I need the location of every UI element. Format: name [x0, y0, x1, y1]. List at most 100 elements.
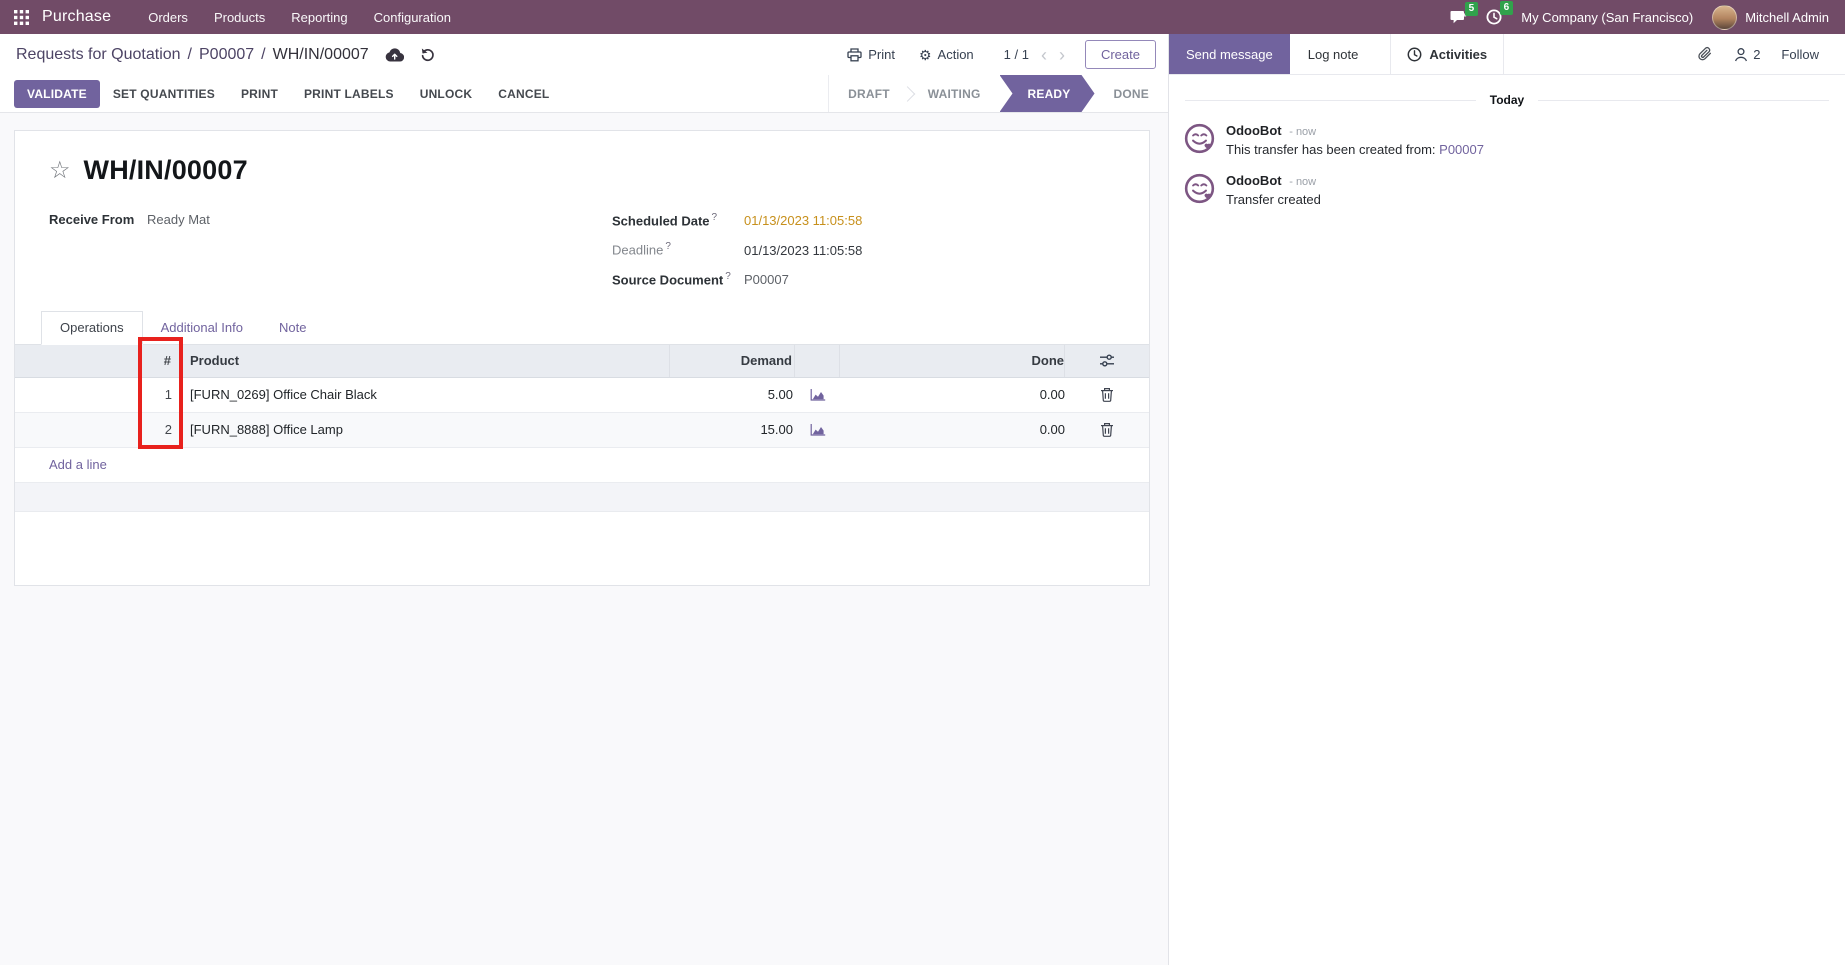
- deadline-value: 01/13/2023 11:05:58: [744, 242, 863, 258]
- apps-menu-button[interactable]: [0, 0, 42, 34]
- help-marker: ?: [665, 241, 671, 253]
- table-row[interactable]: 2 [FURN_8888] Office Lamp 15.00 0.00: [15, 412, 1149, 448]
- forecast-chart-icon[interactable]: [810, 388, 826, 402]
- row-demand[interactable]: 5.00: [767, 387, 793, 403]
- attachment-paperclip-icon[interactable]: [1698, 46, 1713, 62]
- breadcrumb-requests-for-quotation[interactable]: Requests for Quotation: [16, 45, 181, 63]
- receive-from-value[interactable]: Ready Mat: [147, 212, 210, 227]
- delete-row-trash-icon[interactable]: [1100, 422, 1114, 438]
- activity-clock-icon: [1407, 47, 1422, 62]
- messages-badge: 5: [1464, 1, 1479, 16]
- row-index: 2: [164, 422, 172, 438]
- status-pipeline: DRAFT WAITING READY DONE: [828, 75, 1168, 112]
- help-marker: ?: [711, 212, 718, 223]
- optional-columns-sliders-icon[interactable]: [1099, 354, 1115, 367]
- notebook-tabs: Operations Additional Info Note: [15, 310, 1149, 345]
- forecast-chart-icon[interactable]: [810, 423, 826, 437]
- breadcrumb-separator: /: [261, 45, 266, 63]
- operations-table: # Product Demand Done 1 [FURN_0: [15, 336, 1149, 512]
- row-product[interactable]: [FURN_0269] Office Chair Black: [190, 387, 377, 403]
- person-icon: [1734, 47, 1748, 62]
- follow-button[interactable]: Follow: [1781, 46, 1819, 62]
- print-labels-button[interactable]: PRINT LABELS: [291, 80, 407, 108]
- cancel-button[interactable]: CANCEL: [485, 80, 562, 108]
- odoobot-avatar: [1184, 173, 1215, 204]
- receive-from-label: Receive From: [49, 212, 135, 227]
- action-label: Action: [937, 47, 974, 62]
- menu-products[interactable]: Products: [213, 9, 266, 25]
- log-note-button[interactable]: Log note: [1307, 46, 1359, 62]
- favorite-star-icon[interactable]: ☆: [49, 156, 71, 184]
- table-header-row: # Product Demand Done: [15, 344, 1149, 378]
- chatter-message: OdooBot - now This transfer has been cre…: [1169, 123, 1845, 173]
- messages-menu-button[interactable]: 5: [1450, 1, 1479, 25]
- unlock-button[interactable]: UNLOCK: [407, 80, 486, 108]
- company-switcher[interactable]: My Company (San Francisco): [1521, 9, 1694, 25]
- table-footer-band: [15, 482, 1149, 512]
- odoobot-avatar: [1184, 123, 1215, 154]
- chatter-message: OdooBot - now Transfer created: [1169, 173, 1845, 223]
- status-done[interactable]: DONE: [1113, 86, 1149, 101]
- row-demand[interactable]: 15.00: [760, 422, 793, 438]
- activities-button[interactable]: Activities: [1390, 34, 1505, 74]
- message-time: - now: [1289, 176, 1317, 188]
- status-draft[interactable]: DRAFT: [829, 75, 909, 112]
- menu-orders[interactable]: Orders: [148, 9, 188, 25]
- deadline-label: Deadline?: [612, 241, 671, 258]
- user-menu[interactable]: Mitchell Admin: [1712, 4, 1829, 30]
- clock-icon: [1486, 9, 1502, 25]
- tab-additional-info[interactable]: Additional Info: [160, 319, 243, 335]
- column-header-demand[interactable]: Demand: [670, 344, 795, 377]
- validate-button[interactable]: VALIDATE: [14, 79, 100, 108]
- print-menu-button[interactable]: Print: [835, 47, 907, 62]
- action-menu-button[interactable]: ⚙ Action: [907, 47, 986, 62]
- form-sheet: ☆ WH/IN/00007 Receive From Ready Mat: [14, 130, 1150, 586]
- add-a-line-link[interactable]: Add a line: [49, 457, 107, 473]
- apps-grid-icon: [13, 9, 29, 25]
- save-cloud-icon[interactable]: [385, 47, 404, 62]
- source-document-value[interactable]: P00007: [744, 271, 789, 287]
- pager-value: 1 / 1: [1003, 47, 1029, 62]
- followers-button[interactable]: 2: [1734, 47, 1760, 62]
- followers-count: 2: [1753, 46, 1761, 62]
- user-name: Mitchell Admin: [1745, 9, 1829, 25]
- breadcrumb-p00007[interactable]: P00007: [199, 45, 255, 63]
- column-header-done[interactable]: Done: [840, 344, 1065, 377]
- row-done[interactable]: 0.00: [1039, 387, 1065, 403]
- gear-icon: ⚙: [918, 46, 932, 63]
- breadcrumb: Requests for Quotation / P00007 / WH/IN/…: [16, 46, 369, 64]
- tab-note[interactable]: Note: [279, 319, 307, 335]
- status-waiting[interactable]: WAITING: [927, 86, 981, 101]
- status-ready[interactable]: READY: [1000, 75, 1095, 112]
- form-view-pane: Requests for Quotation / P00007 / WH/IN/…: [0, 34, 1168, 965]
- print-button[interactable]: PRINT: [228, 80, 291, 108]
- menu-reporting[interactable]: Reporting: [291, 9, 348, 25]
- send-message-button[interactable]: Send message: [1169, 34, 1290, 74]
- row-done[interactable]: 0.00: [1039, 422, 1065, 438]
- column-header-product[interactable]: Product: [180, 344, 670, 377]
- scheduled-date-label: Scheduled Date?: [612, 212, 718, 229]
- top-navbar: Purchase Orders Products Reporting Confi…: [0, 0, 1845, 34]
- pager-previous-icon[interactable]: ‹: [1040, 44, 1047, 65]
- app-name[interactable]: Purchase: [42, 8, 112, 25]
- source-document-label: Source Document?: [612, 270, 731, 287]
- message-record-link[interactable]: P00007: [1439, 142, 1484, 157]
- activities-menu-button[interactable]: 6: [1486, 1, 1514, 25]
- breadcrumb-separator: /: [187, 45, 192, 63]
- tab-operations[interactable]: Operations: [41, 310, 143, 345]
- record-title: WH/IN/00007: [83, 155, 248, 185]
- pager-next-icon[interactable]: ›: [1058, 44, 1065, 65]
- activities-label: Activities: [1429, 46, 1488, 62]
- menu-configuration[interactable]: Configuration: [373, 9, 451, 25]
- create-button[interactable]: Create: [1084, 40, 1156, 69]
- table-row[interactable]: 1 [FURN_0269] Office Chair Black 5.00 0.…: [15, 377, 1149, 413]
- scheduled-date-value[interactable]: 01/13/2023 11:05:58: [744, 213, 863, 229]
- row-product[interactable]: [FURN_8888] Office Lamp: [190, 422, 343, 438]
- discard-undo-icon[interactable]: [420, 47, 435, 62]
- printer-icon: [847, 47, 862, 62]
- delete-row-trash-icon[interactable]: [1100, 387, 1114, 403]
- help-marker: ?: [725, 270, 731, 282]
- set-quantities-button[interactable]: SET QUANTITIES: [100, 80, 228, 108]
- message-author[interactable]: OdooBot: [1226, 123, 1282, 138]
- message-author[interactable]: OdooBot: [1226, 173, 1282, 188]
